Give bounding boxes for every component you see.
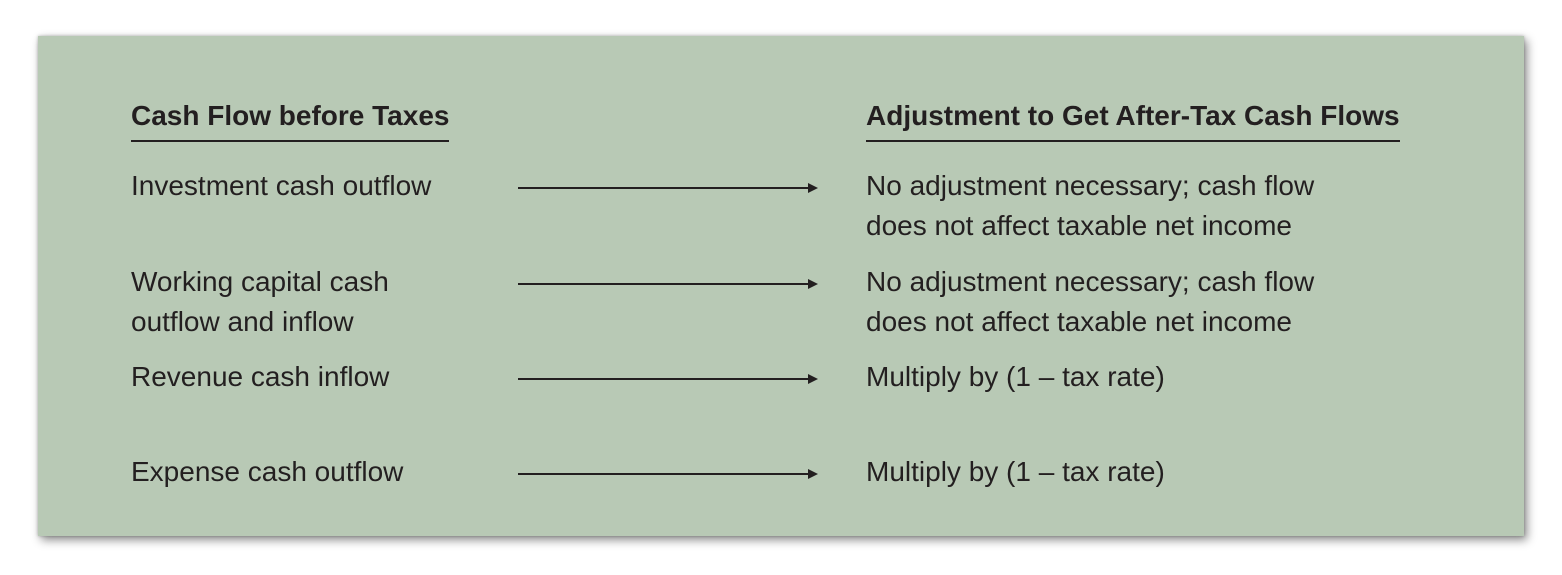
- row-2-cash-flow: Working capital cash outflow and inflow: [131, 262, 389, 342]
- row-4-adjustment: Multiply by (1 – tax rate): [866, 452, 1165, 492]
- row-3-adjustment: Multiply by (1 – tax rate): [866, 357, 1165, 397]
- left-column-header: Cash Flow before Taxes: [131, 96, 450, 142]
- row-2-adjustment-line-2: does not affect taxable net income: [866, 306, 1292, 337]
- row-2-adjustment-line-1: No adjustment necessary; cash flow: [866, 266, 1315, 297]
- row-1-cash-flow: Investment cash outflow: [131, 166, 431, 206]
- row-2-cash-flow-line-1: Working capital cash: [131, 266, 389, 297]
- row-3-cash-flow: Revenue cash inflow: [131, 357, 389, 397]
- row-4-cash-flow: Expense cash outflow: [131, 452, 403, 492]
- row-2-adjustment: No adjustment necessary; cash flow does …: [866, 262, 1314, 342]
- row-2-arrow: [518, 279, 818, 289]
- row-1-adjustment-line-1: No adjustment necessary; cash flow: [866, 170, 1315, 201]
- row-1-arrow: [518, 183, 818, 193]
- diagram-panel: Cash Flow before Taxes Adjustment to Get…: [38, 36, 1524, 536]
- row-1-adjustment: No adjustment necessary; cash flow does …: [866, 166, 1314, 246]
- row-2-cash-flow-line-2: outflow and inflow: [131, 306, 354, 337]
- row-1-cash-flow-line-1: Investment cash outflow: [131, 170, 432, 201]
- row-1-adjustment-line-2: does not affect taxable net income: [866, 210, 1292, 241]
- row-3-adjustment-line-1: Multiply by (1 – tax rate): [866, 361, 1165, 392]
- right-column-header: Adjustment to Get After-Tax Cash Flows: [866, 96, 1400, 142]
- row-4-adjustment-line-1: Multiply by (1 – tax rate): [866, 456, 1165, 487]
- row-4-cash-flow-line-1: Expense cash outflow: [131, 456, 404, 487]
- row-3-cash-flow-line-1: Revenue cash inflow: [131, 361, 390, 392]
- row-4-arrow: [518, 469, 818, 479]
- row-3-arrow: [518, 374, 818, 384]
